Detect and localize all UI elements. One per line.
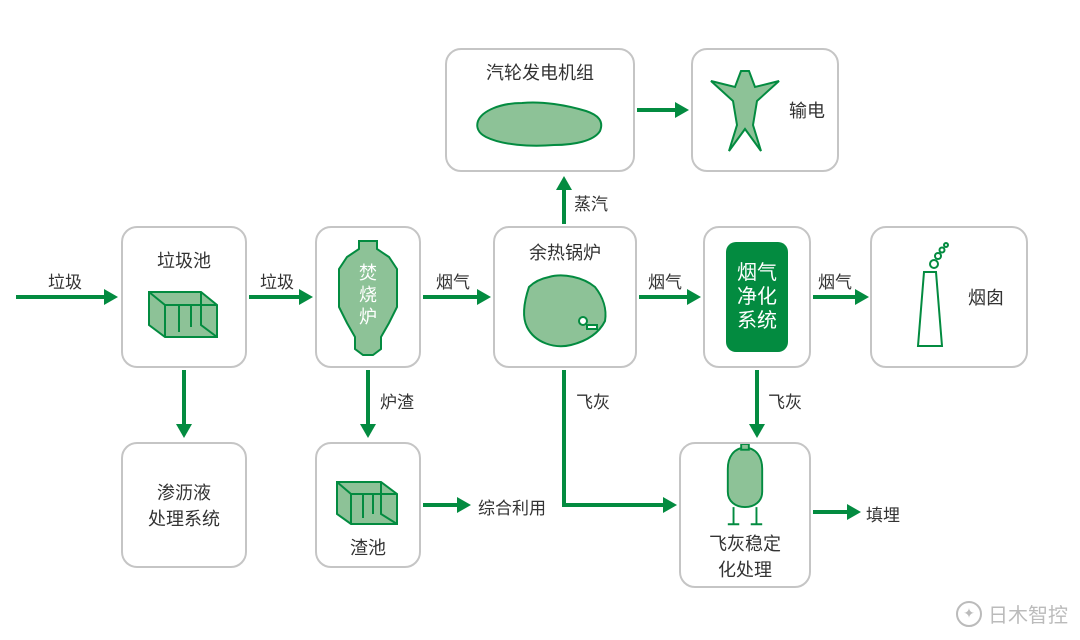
solid-l2: 净化 [737,285,777,309]
node-title-l1: 飞灰稳定 [709,530,781,556]
edge-label: 填埋 [866,501,900,526]
edge-label: 烟气 [648,268,682,293]
arrow-head [457,497,471,513]
node-title: 汽轮发电机组 [486,59,594,85]
arrow-head [556,176,572,190]
node-title: 垃圾池 [157,247,211,273]
arrow [562,370,566,505]
edge-label: 烟气 [436,268,470,293]
arrow [755,370,759,426]
edge-label: 烟气 [818,268,852,293]
arrow [423,295,479,299]
slagpit-icon [329,470,407,534]
arrow-head [477,289,491,305]
chimney-icon [894,242,964,352]
watermark: ✦ 日木智控 [956,599,1068,628]
arrow [249,295,301,299]
arrow-head [687,289,701,305]
node-flyash: 飞灰稳定 化处理 [679,442,811,588]
edge-label: 飞灰 [768,388,802,413]
arrow-head [176,424,192,438]
waste-pit-icon [139,277,229,347]
edge-label: 垃圾 [260,268,294,293]
wechat-icon: ✦ [956,601,982,627]
node-title-l2: 处理系统 [148,505,220,531]
svg-text:烧: 烧 [359,285,377,305]
node-title: 烟囱 [968,284,1004,310]
arrow [562,188,566,224]
arrow [182,370,186,426]
arrow [637,108,677,112]
edge-label: 综合利用 [478,494,546,519]
node-chimney: 烟囱 [870,226,1028,368]
node-title: 输电 [789,97,825,123]
edge-label: 蒸汽 [574,190,608,215]
node-flue-gas-clean: 烟气 净化 系统 [703,226,811,368]
arrow [423,503,459,507]
arrow [639,295,689,299]
edge-label: 飞灰 [576,388,610,413]
node-turbine: 汽轮发电机组 [445,48,635,172]
arrow [562,503,665,507]
arrow-head [855,289,869,305]
node-leachate: 渗沥液 处理系统 [121,442,247,568]
node-boiler: 余热锅炉 [493,226,637,368]
solid-l3: 系统 [737,309,777,333]
arrow-head [663,497,677,513]
flyash-icon [713,444,777,530]
svg-text:炉: 炉 [359,307,377,327]
arrow-head [360,424,376,438]
node-waste-pit: 垃圾池 [121,226,247,368]
node-title-l2: 化处理 [718,556,772,582]
arrow-head [675,102,689,118]
boiler-icon [515,269,615,355]
node-title-l1: 渗沥液 [157,479,211,505]
arrow [16,295,106,299]
arrow-head [749,424,765,438]
arrow [813,510,849,514]
node-title: 余热锅炉 [529,239,601,265]
node-slagpit: 渣池 [315,442,421,568]
node-title: 渣池 [350,534,386,560]
turbine-icon [470,89,610,161]
arrow-head [299,289,313,305]
arrow [813,295,857,299]
svg-text:焚: 焚 [359,263,377,283]
node-power-tx: 输电 [691,48,839,172]
edge-label: 垃圾 [48,268,82,293]
incinerator-icon: 焚 烧 炉 [329,237,407,357]
arrow [366,370,370,426]
watermark-text: 日木智控 [988,599,1068,628]
power-icon [705,65,785,155]
edge-label: 炉渣 [380,388,414,413]
arrow-head [104,289,118,305]
solid-l1: 烟气 [737,261,777,285]
node-incinerator: 焚 烧 炉 [315,226,421,368]
solid-label: 烟气 净化 系统 [726,242,788,352]
arrow-head [847,504,861,520]
